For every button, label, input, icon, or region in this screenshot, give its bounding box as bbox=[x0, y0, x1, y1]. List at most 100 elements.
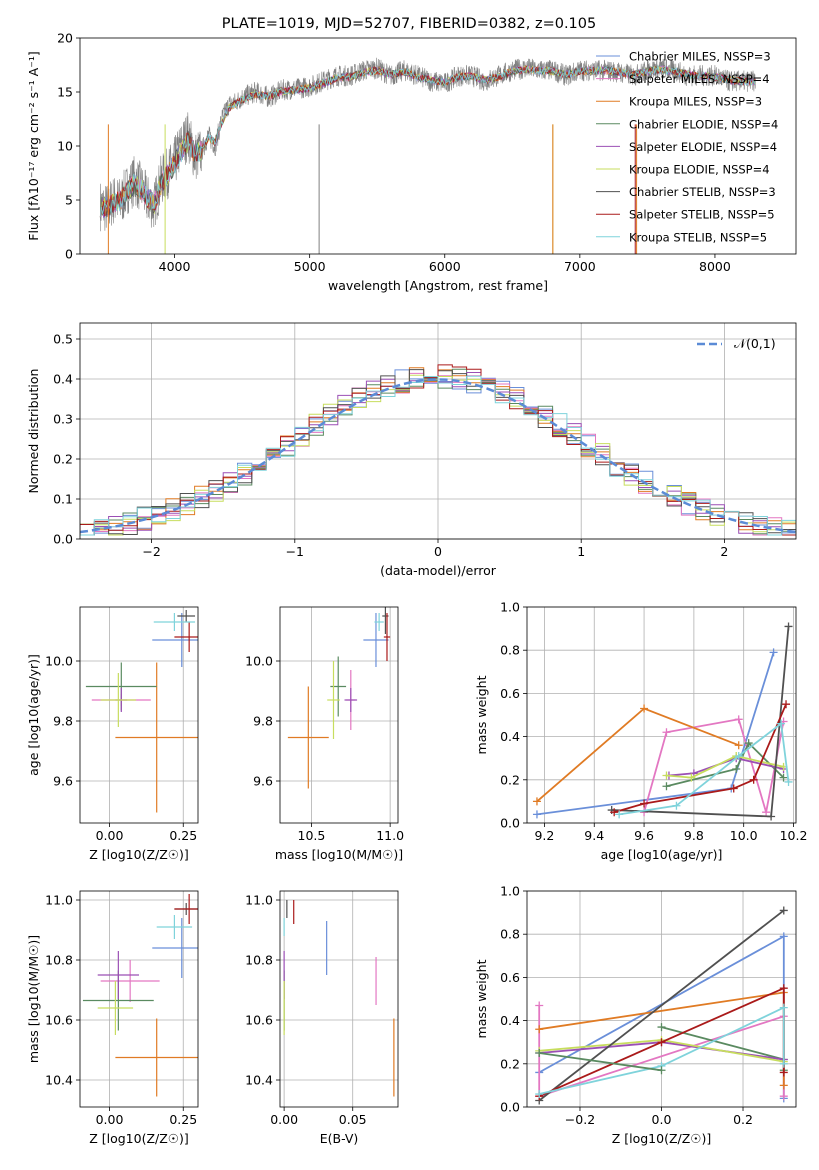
y-axis-label: mass weight bbox=[474, 959, 489, 1038]
y-tick-label: 10.4 bbox=[245, 1073, 273, 1088]
x-axis-label: E(B-V) bbox=[320, 1131, 359, 1146]
x-tick-label: 0.05 bbox=[339, 1112, 367, 1127]
weight-marker bbox=[767, 812, 776, 821]
x-axis-label: Z [log10(Z/Z☉)] bbox=[89, 847, 189, 862]
weight-marker bbox=[640, 704, 649, 713]
weight-line-0 bbox=[536, 652, 775, 816]
axes-frame-massweight-vs-age bbox=[526, 606, 797, 824]
y-tick-label: 0 bbox=[65, 247, 73, 262]
weight-marker bbox=[779, 932, 788, 941]
x-tick-label: −0.2 bbox=[565, 1112, 595, 1127]
y-axis-label: Normed distribution bbox=[26, 369, 41, 494]
x-tick-label: 0.25 bbox=[169, 828, 197, 843]
y-axis-label: Flux [fλ10⁻¹⁷ erg cm⁻² s⁻¹ A⁻¹] bbox=[26, 51, 41, 240]
weight-marker bbox=[779, 1059, 788, 1068]
legend-entry: Salpeter ELODIE, NSSP=4 bbox=[629, 140, 777, 154]
y-tick-label: 0.0 bbox=[53, 532, 73, 547]
weight-marker bbox=[779, 984, 788, 993]
data-spectrum-line bbox=[100, 57, 756, 232]
weight-marker bbox=[535, 1025, 544, 1034]
x-tick-label: −1 bbox=[286, 544, 304, 559]
weight-marker bbox=[532, 797, 541, 806]
errorbar-point bbox=[97, 951, 139, 999]
y-tick-label: 9.8 bbox=[253, 714, 273, 729]
y-axis-label: age [log10(age/yr)] bbox=[26, 654, 41, 776]
weight-marker bbox=[777, 719, 786, 728]
errorbar-point bbox=[363, 613, 389, 667]
normal-curve bbox=[80, 378, 796, 534]
errorbar-point bbox=[327, 661, 340, 739]
x-tick-label: 4000 bbox=[159, 259, 191, 274]
errorbar-point bbox=[115, 1018, 198, 1097]
errorbar-point bbox=[100, 673, 137, 727]
chart-title: PLATE=1019, MJD=52707, FIBERID=0382, z=0… bbox=[222, 16, 596, 32]
legend-spectrum: Chabrier MILES, NSSP=3 Salpeter MILES, NS… bbox=[596, 50, 778, 244]
axes-mass-vs-Z: 0.00 0.25 10.4 10.6 10.8 11.0 Z [log10(Z/Z☉)] m… bbox=[26, 890, 199, 1146]
legend-entry: Kroupa STELIB, NSSP=5 bbox=[629, 230, 767, 244]
x-axis-label: mass [log10(M/M☉)] bbox=[275, 847, 403, 862]
weight-marker bbox=[657, 1038, 666, 1047]
errorbar-point bbox=[153, 613, 196, 631]
axes-frame-mass-vs-Z bbox=[79, 890, 199, 1108]
y-tick-label: 0.8 bbox=[500, 643, 520, 658]
x-tick-label: 0.0 bbox=[652, 1112, 672, 1127]
plot-area-residuals bbox=[80, 364, 796, 536]
weight-marker bbox=[779, 906, 788, 915]
y-tick-label: 0.4 bbox=[53, 372, 73, 387]
legend-entry: Salpeter STELIB, NSSP=5 bbox=[629, 208, 775, 222]
weight-marker bbox=[749, 775, 758, 784]
y-axis-label: mass weight bbox=[474, 675, 489, 754]
y-tick-label: 0.4 bbox=[500, 1013, 520, 1028]
y-tick-label: 9.8 bbox=[53, 714, 73, 729]
y-tick-label: 10.8 bbox=[245, 953, 273, 968]
plot-area-age-vs-mass bbox=[287, 607, 391, 789]
y-tick-label: 0.2 bbox=[500, 1056, 520, 1071]
weight-marker bbox=[729, 784, 738, 793]
y-tick-label: 10.4 bbox=[45, 1073, 73, 1088]
weight-marker bbox=[657, 1023, 666, 1032]
y-tick-label: 10.0 bbox=[245, 654, 273, 669]
x-axis-label: wavelength [Angstrom, rest frame] bbox=[328, 278, 548, 293]
legend-entry: 𝒩(0,1) bbox=[734, 336, 776, 351]
weight-line-6 bbox=[538, 909, 785, 1102]
x-tick-label: −2 bbox=[142, 544, 160, 559]
axes-mass-vs-EBV: 0.00 0.05 10.4 10.6 10.8 11.0 E(B-V) bbox=[245, 890, 399, 1146]
axes-massweight-vs-Z: −0.2 0.0 0.2 0.0 0.2 0.4 0.6 0.8 1.0 Z [log10(Z/Z… bbox=[474, 884, 797, 1146]
y-tick-label: 15 bbox=[57, 85, 73, 100]
errorbar-point bbox=[100, 960, 160, 1002]
weight-marker bbox=[779, 773, 788, 782]
x-tick-label: 0.00 bbox=[96, 828, 124, 843]
plot-area-massweight-vs-Z bbox=[535, 906, 788, 1105]
axes-spectrum: 4000 5000 6000 7000 8000 0 5 10 15 20 wavelength [… bbox=[26, 16, 797, 293]
weight-line-9 bbox=[539, 1052, 662, 1072]
weight-marker bbox=[734, 741, 743, 750]
x-tick-label: 10.2 bbox=[780, 828, 808, 843]
plot-area-age-vs-Z bbox=[85, 610, 198, 813]
weight-line-2 bbox=[536, 707, 740, 803]
y-tick-label: 0.0 bbox=[500, 1100, 520, 1115]
x-tick-label: 2 bbox=[720, 544, 728, 559]
weight-marker bbox=[779, 1081, 788, 1090]
x-axis-label: Z [log10(Z/Z☉)] bbox=[89, 1131, 189, 1146]
x-tick-label: 11.0 bbox=[376, 828, 404, 843]
axes-frame-residuals bbox=[79, 322, 797, 540]
axes-frame-massweight-vs-Z bbox=[526, 890, 797, 1108]
axes-frame-spectrum bbox=[79, 37, 797, 255]
plot-area-mass-vs-EBV bbox=[283, 900, 395, 1097]
x-tick-label: 6000 bbox=[429, 259, 461, 274]
y-tick-label: 10.6 bbox=[245, 1013, 273, 1028]
y-tick-label: 0.3 bbox=[53, 412, 73, 427]
x-tick-label: 9.4 bbox=[584, 828, 604, 843]
weight-marker bbox=[687, 773, 696, 782]
weight-marker bbox=[769, 648, 778, 657]
weight-marker bbox=[640, 799, 649, 808]
weight-marker bbox=[762, 808, 771, 817]
errorbar-point bbox=[174, 622, 198, 652]
weight-line-6 bbox=[611, 626, 790, 818]
weight-marker bbox=[782, 700, 791, 709]
y-tick-label: 10.6 bbox=[45, 1013, 73, 1028]
x-tick-label: 9.2 bbox=[534, 828, 554, 843]
y-tick-label: 9.6 bbox=[253, 774, 273, 789]
x-axis-label: (data-model)/error bbox=[380, 563, 497, 578]
weight-marker bbox=[744, 739, 753, 748]
